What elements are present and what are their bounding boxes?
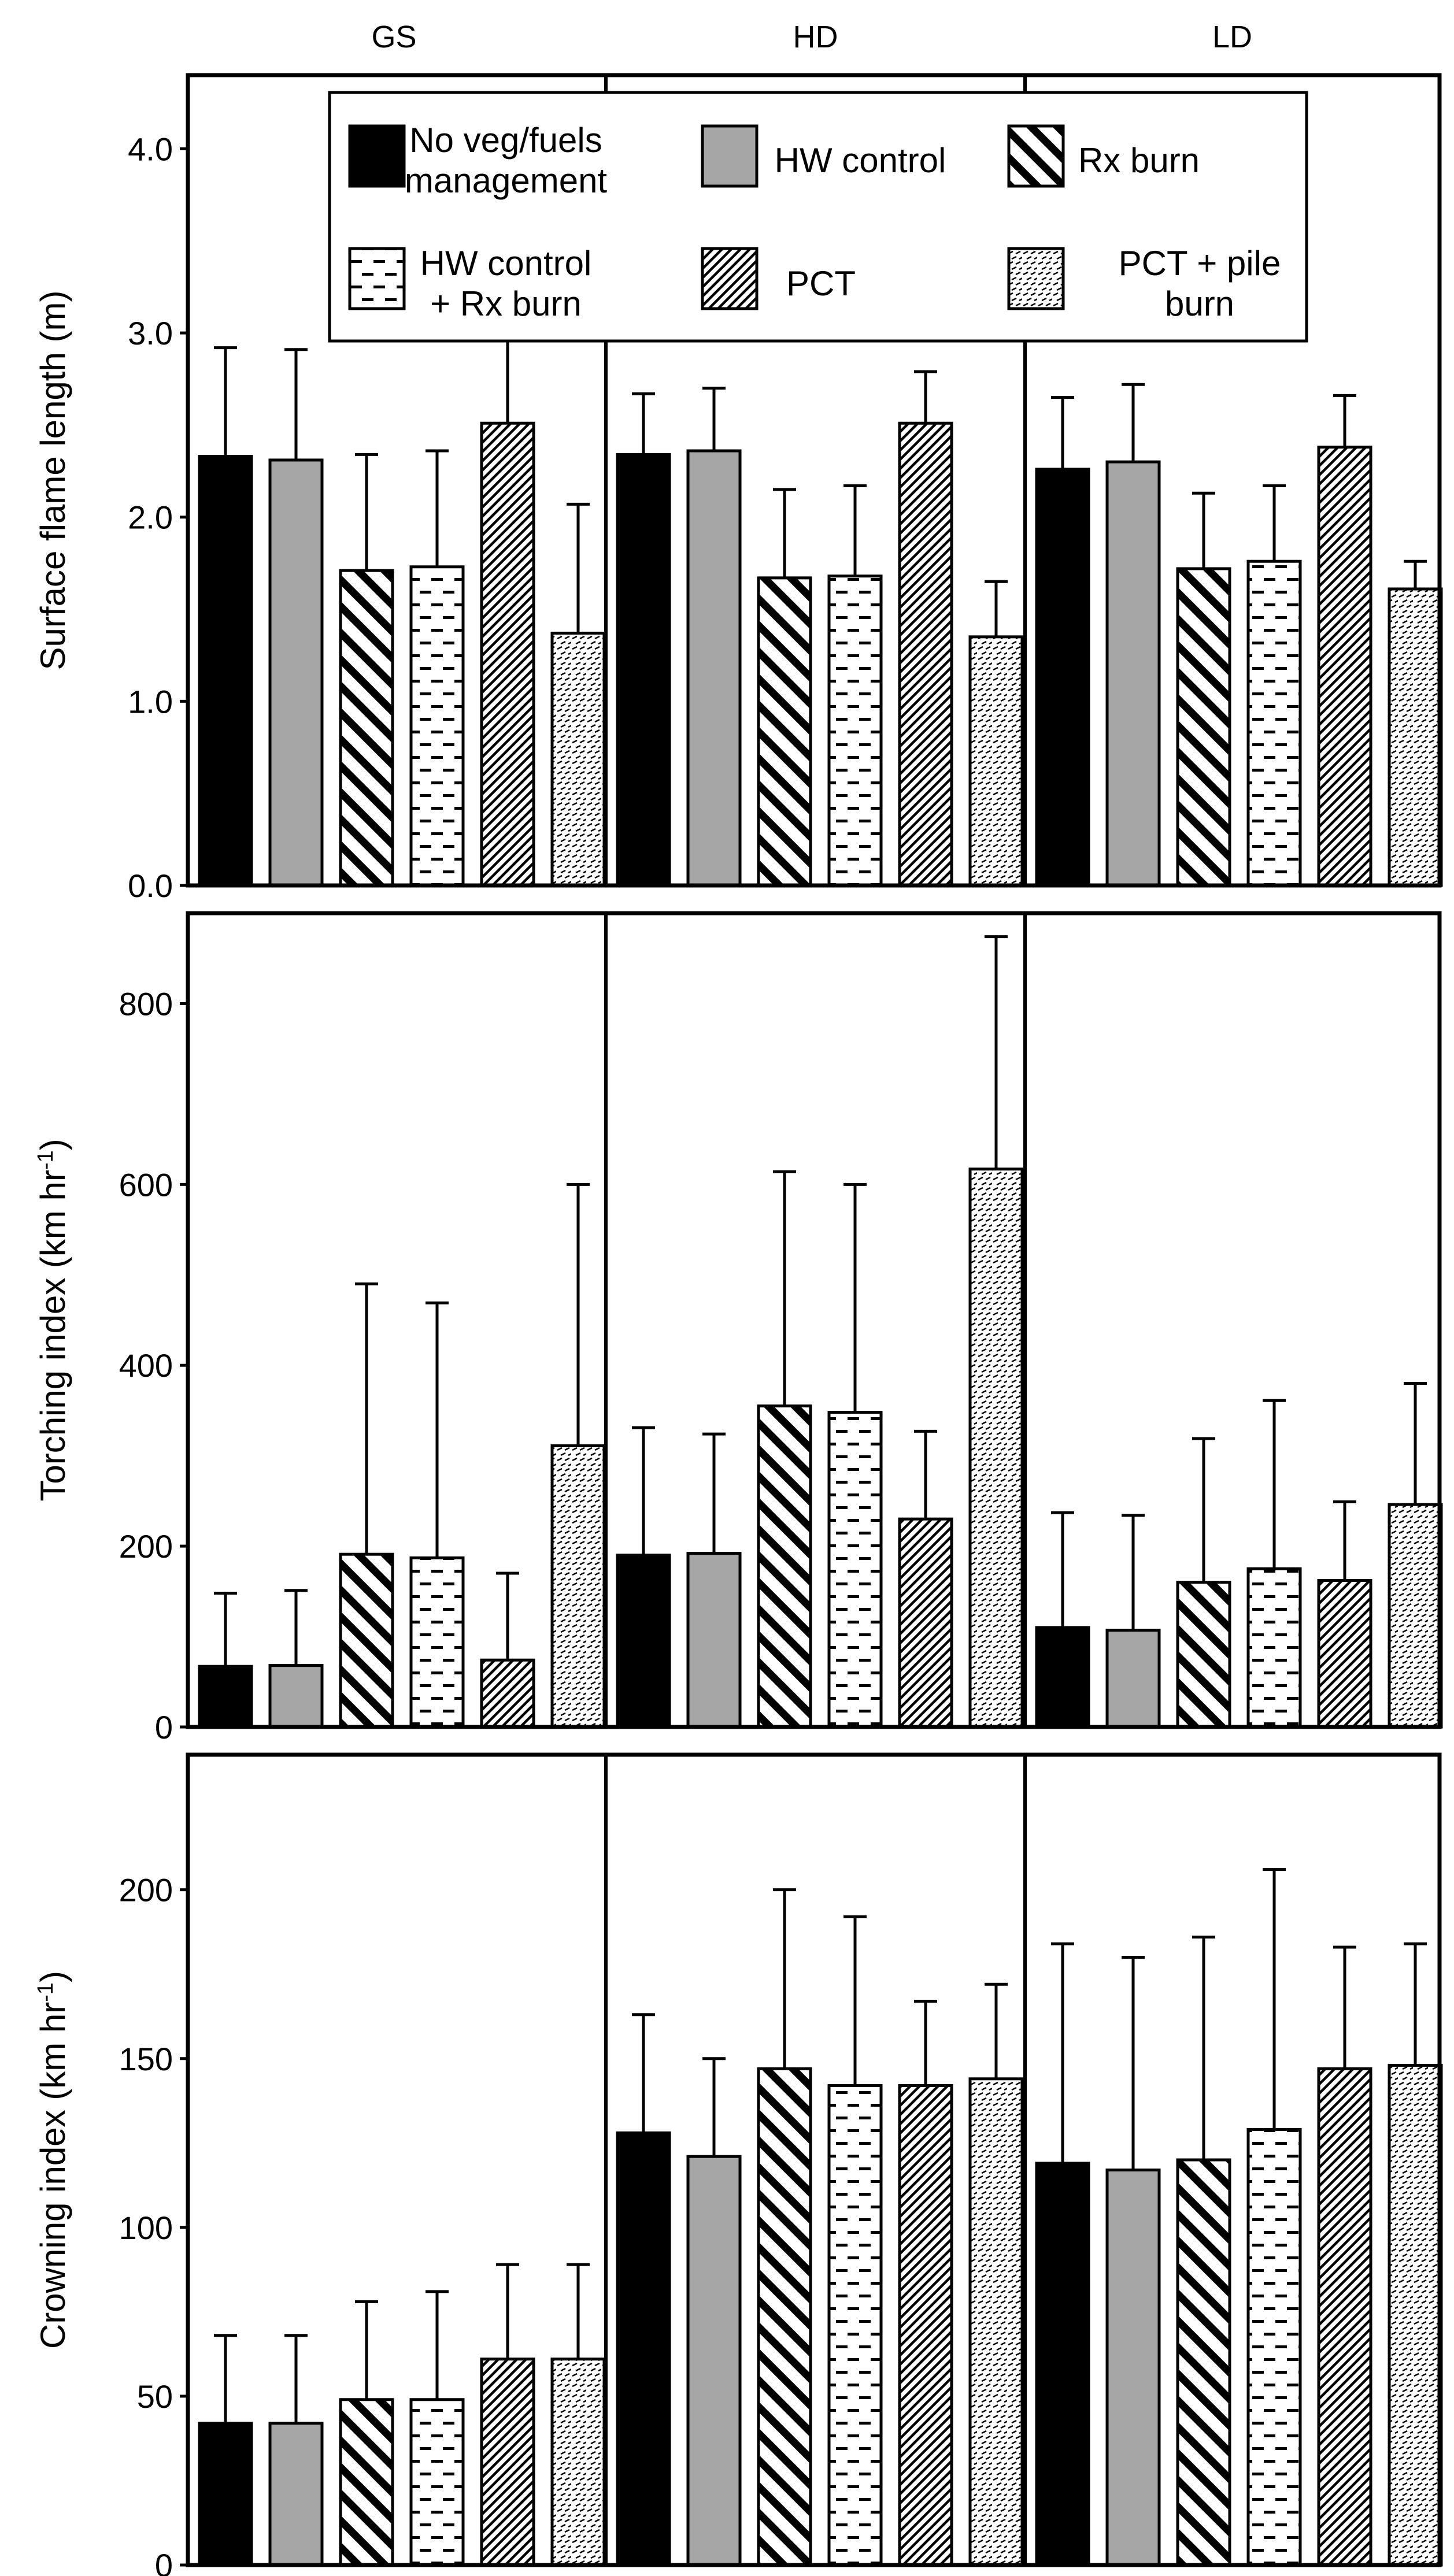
bar-torching-ld-hw-control: [1105, 1629, 1161, 1729]
y-tick-label-crowning: 150: [119, 2041, 173, 2077]
y-tick-label-flame: 1.0: [128, 683, 173, 720]
bar-crowning-ld-no-management: [1035, 2162, 1090, 2567]
bar-crowning-hd-pct: [898, 2084, 953, 2567]
bar-crowning-hd-pct-pile-burn: [968, 2077, 1024, 2567]
bar-torching-ld-hw-control-rx-burn: [1246, 1567, 1302, 1729]
y-tick-label-torching: 800: [119, 985, 173, 1022]
legend-label-hw-control-rx-burn: HW control + Rx burn: [420, 244, 592, 323]
y-axis-title-torching: Torching index (km hr-1): [34, 1139, 72, 1501]
panel-crowning: 0 50 100 150 200 Crowning index (km hr-1): [34, 1752, 1443, 2576]
panel-torching: 0 200 400 600 800 Torching index (km hr-1): [34, 911, 1443, 1745]
bar-flame-hd-pct-pile-burn: [968, 635, 1024, 887]
bar-crowning-gs-pct-pile-burn: [550, 2358, 606, 2567]
y-tick-label-flame: 3.0: [128, 315, 173, 351]
panel-flame: 0.0 1.0 2.0 3.0 4.0 Surface flame length (m): [34, 73, 1443, 904]
y-tick-label-flame: 4.0: [128, 131, 173, 167]
bar-flame-hd-no-management: [616, 453, 671, 887]
bar-torching-hd-hw-control: [686, 1552, 742, 1729]
bar-crowning-ld-rx-burn: [1176, 2158, 1231, 2567]
group-label-hd: HD: [793, 20, 838, 54]
y-tick-label-torching: 0: [155, 1709, 173, 1745]
y-tick-label-crowning: 0: [155, 2547, 173, 2576]
bar-flame-hd-hw-control: [686, 449, 742, 887]
legend-label-pct-pile-burn: PCT + pile burn: [1119, 244, 1281, 323]
bar-crowning-hd-rx-burn: [757, 2067, 812, 2567]
bar-flame-ld-pct-pile-burn: [1388, 587, 1443, 887]
bar-flame-ld-rx-burn: [1176, 567, 1231, 887]
legend-swatch-hw-control-rx-burn: [348, 247, 406, 310]
bar-torching-ld-pct: [1317, 1579, 1372, 1729]
bar-torching-ld-rx-burn: [1176, 1581, 1231, 1729]
bar-torching-hd-no-management: [616, 1554, 671, 1729]
bar-crowning-ld-pct-pile-burn: [1388, 2063, 1443, 2567]
bar-crowning-ld-hw-control: [1105, 2169, 1161, 2567]
bar-torching-gs-no-management: [198, 1665, 253, 1729]
y-tick-label-torching: 600: [119, 1166, 173, 1203]
bar-torching-gs-pct: [480, 1658, 535, 1729]
bar-flame-ld-pct: [1317, 446, 1372, 887]
bar-crowning-gs-hw-control: [268, 2422, 324, 2567]
legend-swatch-pct-pile-burn: [1007, 247, 1065, 310]
bar-crowning-gs-rx-burn: [339, 2398, 394, 2567]
legend-label-pct: PCT: [786, 264, 856, 303]
legend-swatch-pct: [701, 247, 759, 310]
bar-flame-gs-no-management: [198, 455, 253, 887]
panel-frame-flame: [186, 73, 1442, 888]
bar-crowning-gs-no-management: [198, 2422, 253, 2567]
bar-torching-gs-hw-control: [268, 1664, 324, 1729]
legend-swatch-no-management: [348, 124, 406, 188]
bar-flame-ld-hw-control: [1105, 460, 1161, 887]
y-tick-label-crowning: 200: [119, 1872, 173, 1908]
bar-torching-ld-no-management: [1035, 1626, 1090, 1729]
bar-crowning-gs-pct: [480, 2358, 535, 2567]
bar-flame-hd-hw-control-rx-burn: [827, 574, 883, 887]
legend-label-no-management: No veg/fuels management: [405, 121, 608, 200]
group-label-gs: GS: [371, 20, 416, 54]
group-label-ld: LD: [1212, 20, 1252, 54]
legend: No veg/fuels management HW control Rx burn H…: [328, 91, 1308, 343]
bar-crowning-gs-hw-control-rx-burn: [409, 2398, 465, 2567]
bar-flame-hd-rx-burn: [757, 576, 812, 887]
bar-crowning-hd-hw-control-rx-burn: [827, 2084, 883, 2567]
bar-torching-hd-pct-pile-burn: [968, 1167, 1024, 1729]
bar-flame-gs-rx-burn: [339, 569, 394, 887]
bar-crowning-hd-no-management: [616, 2131, 671, 2567]
bar-crowning-ld-pct: [1317, 2067, 1372, 2567]
panel-frame-crowning: [186, 1752, 1442, 2567]
bar-torching-hd-hw-control-rx-burn: [827, 1411, 883, 1729]
bar-flame-ld-hw-control-rx-burn: [1246, 559, 1302, 887]
bar-flame-gs-hw-control: [268, 458, 324, 887]
legend-label-hw-control: HW control: [775, 141, 946, 180]
bar-flame-ld-no-management: [1035, 468, 1090, 887]
bar-torching-gs-rx-burn: [339, 1552, 394, 1729]
legend-label-rx-burn: Rx burn: [1078, 141, 1200, 180]
y-tick-label-flame: 0.0: [128, 868, 173, 904]
y-tick-label-crowning: 100: [119, 2210, 173, 2246]
y-tick-label-torching: 400: [119, 1347, 173, 1384]
legend-swatch-hw-control: [701, 124, 759, 188]
bar-torching-hd-pct: [898, 1517, 953, 1729]
legend-box: [328, 91, 1308, 343]
panel-frame-torching: [186, 911, 1442, 1729]
bar-flame-gs-pct: [480, 421, 535, 887]
bar-flame-gs-hw-control-rx-burn: [409, 565, 465, 887]
bar-crowning-ld-hw-control-rx-burn: [1246, 2127, 1302, 2567]
bar-torching-ld-pct-pile-burn: [1388, 1503, 1443, 1729]
legend-swatch-rx-burn: [1007, 124, 1065, 188]
y-tick-label-torching: 200: [119, 1528, 173, 1565]
bar-flame-gs-pct-pile-burn: [550, 631, 606, 887]
bar-flame-hd-pct: [898, 421, 953, 887]
bar-torching-gs-pct-pile-burn: [550, 1444, 606, 1729]
y-tick-label-crowning: 50: [137, 2378, 173, 2415]
bar-torching-hd-rx-burn: [757, 1404, 812, 1729]
bar-torching-gs-hw-control-rx-burn: [409, 1556, 465, 1729]
y-axis-title-crowning: Crowning index (km hr-1): [34, 1971, 72, 2349]
bar-crowning-hd-hw-control: [686, 2155, 742, 2567]
y-axis-title-flame: Surface flame length (m): [34, 291, 72, 670]
y-tick-label-flame: 2.0: [128, 499, 173, 536]
